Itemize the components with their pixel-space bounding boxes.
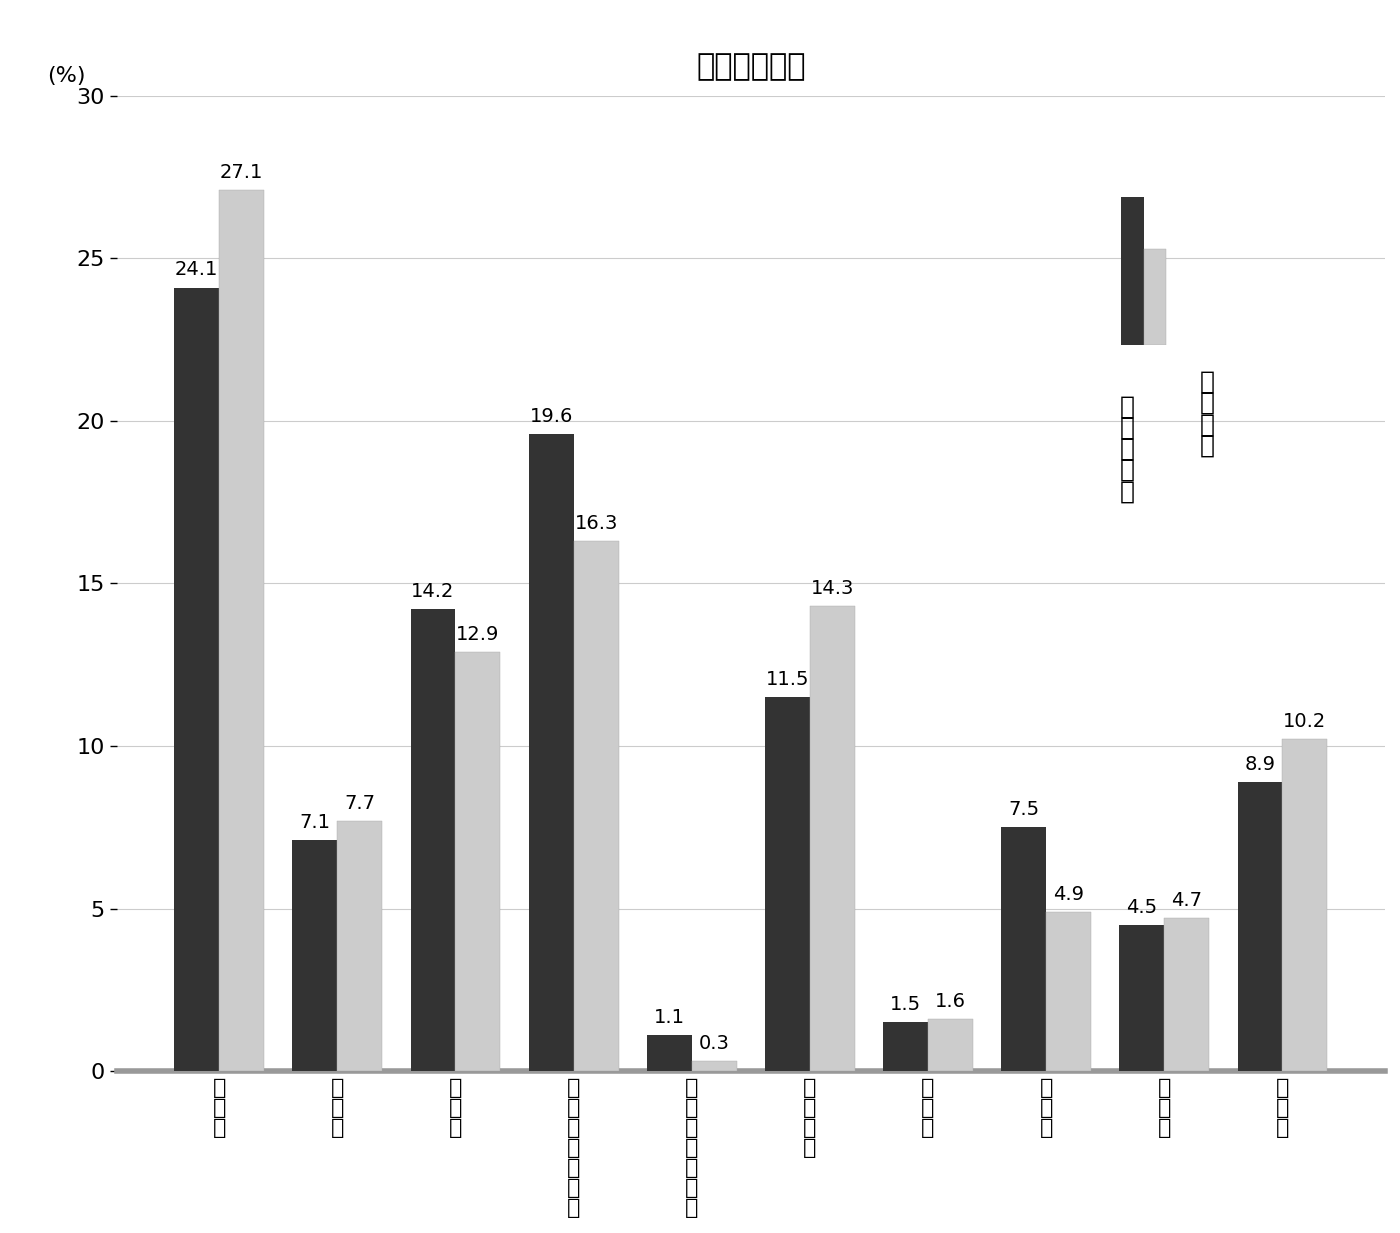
Text: 1.1: 1.1 — [654, 1009, 685, 1027]
Text: 8.9: 8.9 — [1245, 755, 1275, 773]
Text: 10.2: 10.2 — [1284, 713, 1327, 731]
Bar — [811, 607, 855, 1071]
Text: 24.1: 24.1 — [175, 260, 218, 280]
Title: その２　歳出: その２ 歳出 — [696, 52, 805, 81]
Bar — [1238, 782, 1282, 1071]
Text: 1.6: 1.6 — [935, 991, 966, 1011]
Text: 0.3: 0.3 — [699, 1034, 729, 1053]
Text: 7.5: 7.5 — [1008, 800, 1039, 819]
Text: 27.1: 27.1 — [220, 163, 263, 182]
Bar — [1165, 919, 1210, 1071]
Bar — [1121, 197, 1144, 345]
Bar — [764, 697, 811, 1071]
Text: 7.7: 7.7 — [344, 794, 375, 813]
Text: 14.3: 14.3 — [811, 580, 854, 598]
Bar — [1120, 925, 1165, 1071]
Bar — [574, 541, 619, 1071]
Bar — [928, 1018, 973, 1071]
Text: (%): (%) — [48, 67, 85, 86]
Bar — [293, 840, 337, 1071]
Bar — [1144, 249, 1166, 345]
Bar — [647, 1036, 692, 1071]
Text: 12.9: 12.9 — [456, 625, 500, 644]
Text: 4.5: 4.5 — [1127, 898, 1158, 916]
Bar — [1282, 740, 1327, 1071]
Bar — [883, 1022, 928, 1071]
Text: 1.5: 1.5 — [890, 995, 921, 1015]
Text: 4.7: 4.7 — [1172, 891, 1203, 910]
Bar — [1046, 911, 1091, 1071]
Bar — [529, 434, 574, 1071]
Text: 19.6: 19.6 — [529, 407, 573, 425]
Bar — [1001, 827, 1046, 1071]
Text: 16.3: 16.3 — [574, 514, 617, 533]
Text: 4.9: 4.9 — [1053, 884, 1084, 904]
Text: 14.2: 14.2 — [412, 582, 455, 602]
Text: 主
な
被
災
地: 主 な 被 災 地 — [1120, 395, 1134, 503]
Bar — [410, 609, 455, 1071]
Text: 11.5: 11.5 — [766, 670, 809, 689]
Text: そ
れ
以
外: そ れ 以 外 — [1200, 370, 1214, 457]
Bar — [175, 287, 220, 1071]
Text: 7.1: 7.1 — [300, 813, 330, 832]
Bar — [220, 190, 265, 1071]
Bar — [337, 821, 382, 1071]
Bar — [692, 1062, 736, 1071]
Bar — [455, 652, 500, 1071]
